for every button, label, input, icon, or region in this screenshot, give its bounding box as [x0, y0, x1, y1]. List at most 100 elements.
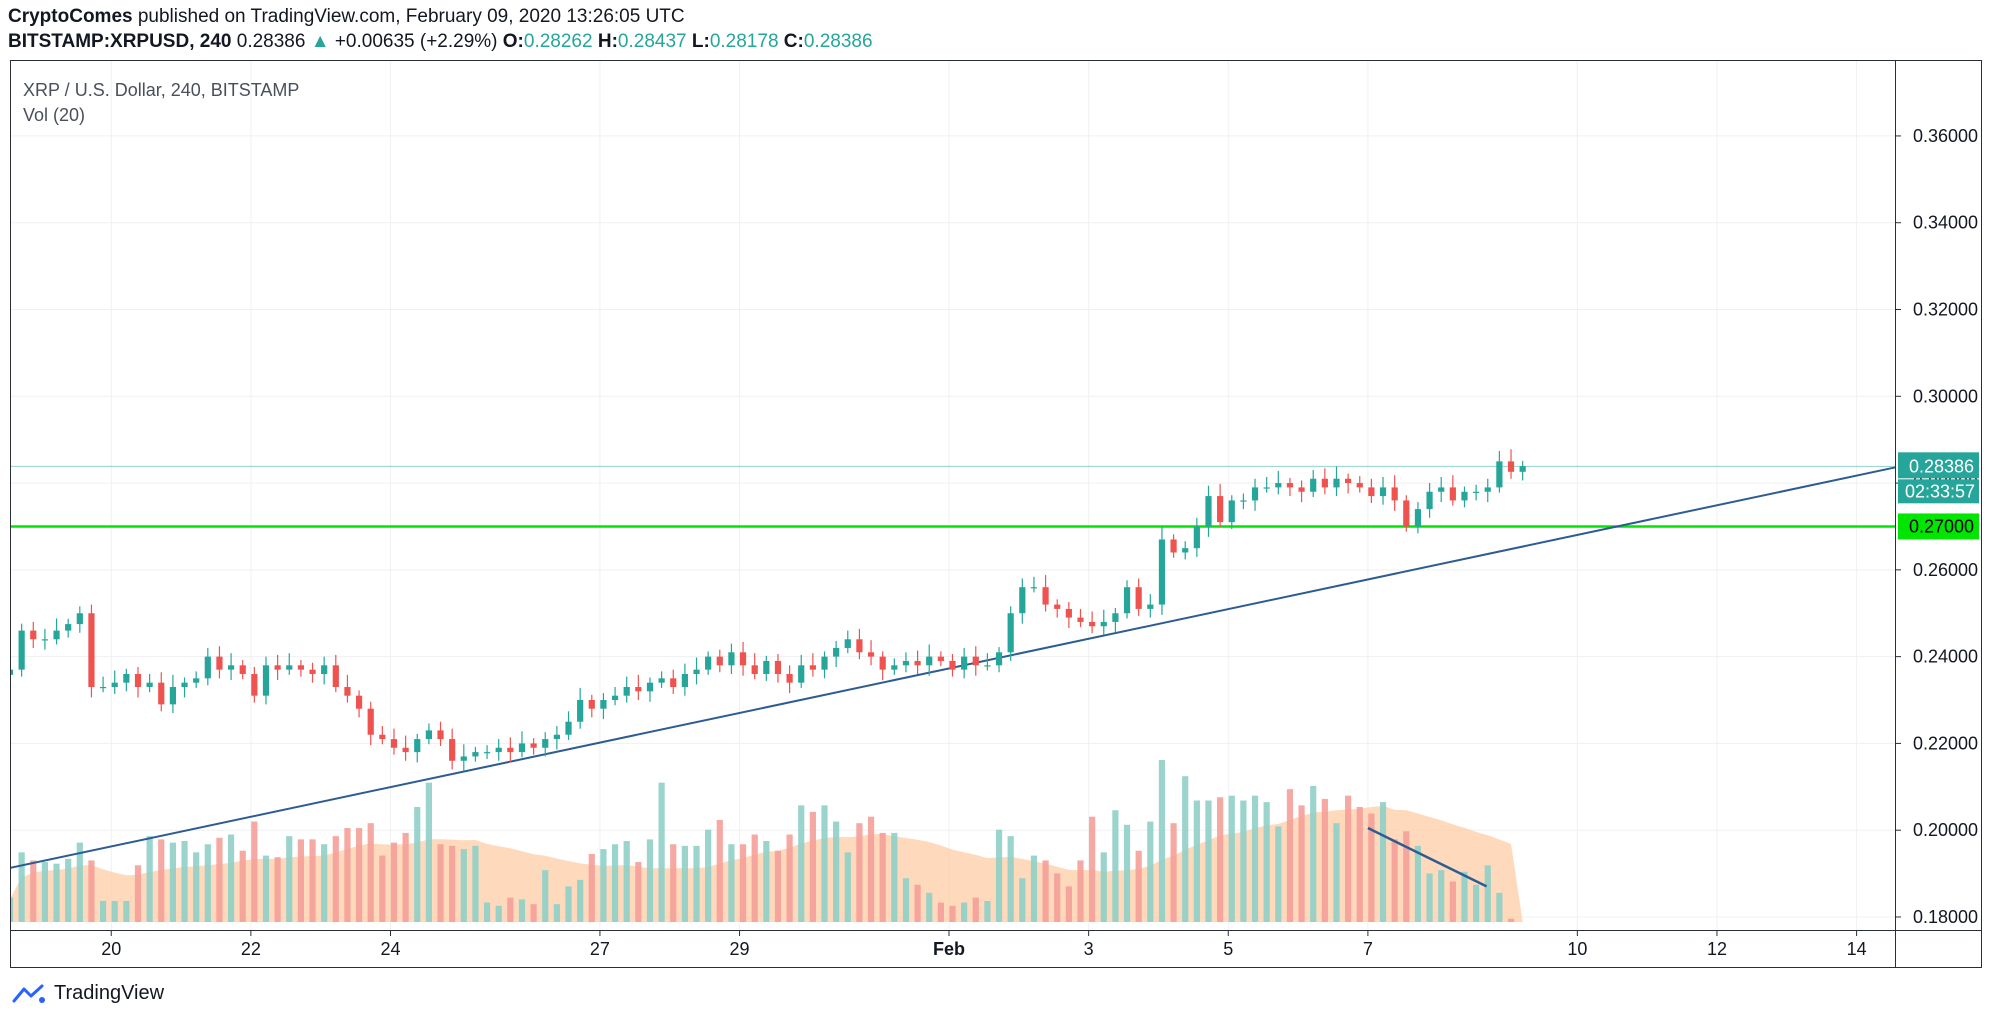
x-tick-label: 22: [241, 939, 261, 959]
x-tick-label: 12: [1707, 939, 1727, 959]
volume-bar: [937, 902, 944, 922]
candle-body: [1298, 487, 1305, 492]
y-tick-label: 0.20000: [1913, 820, 1978, 840]
change-up-icon: ▲: [310, 31, 330, 52]
series-legend[interactable]: XRP / U.S. Dollar, 240, BITSTAMP: [23, 80, 300, 100]
candle-body: [111, 682, 118, 688]
candle-body: [728, 652, 735, 666]
x-tick-label: 3: [1084, 939, 1094, 959]
volume-bar: [856, 823, 863, 922]
x-tick-label: 14: [1847, 939, 1867, 959]
open-value: 0.28262: [523, 31, 593, 52]
volume-bar: [309, 839, 316, 922]
volume-bar: [1147, 821, 1154, 922]
volume-bar: [344, 828, 351, 922]
x-tick-label: 29: [730, 939, 750, 959]
volume-bar: [1275, 826, 1282, 922]
last-price-tag: [1898, 452, 1979, 479]
volume-bar: [821, 805, 828, 922]
volume-bar: [1473, 884, 1480, 922]
candle-body: [879, 656, 886, 670]
candle-body: [76, 613, 83, 625]
candle-body: [1379, 487, 1387, 497]
candle-body: [1112, 613, 1119, 622]
tradingview-brand[interactable]: TradingView: [12, 982, 164, 1005]
candle-body: [1170, 539, 1177, 553]
author-name[interactable]: CryptoComes: [8, 6, 133, 27]
candle-body: [751, 665, 758, 674]
support-tag: [1898, 513, 1979, 540]
candle-body: [1193, 526, 1200, 549]
volume-bar: [449, 845, 456, 922]
candle-body: [1310, 478, 1317, 492]
volume-bar: [1182, 776, 1189, 922]
candle-body: [833, 647, 840, 657]
volume-bar: [239, 850, 246, 922]
y-tick-label: 0.18000: [1913, 907, 1978, 927]
price-chart[interactable]: 0.360000.340000.320000.300000.280000.260…: [10, 60, 1982, 968]
volume-bar: [1054, 873, 1061, 922]
volume-bar: [1379, 802, 1387, 922]
candle-body: [518, 743, 526, 753]
volume-bar: [414, 806, 421, 922]
candle-body: [658, 678, 665, 683]
volume-bar: [961, 902, 968, 922]
countdown-tag: [1898, 479, 1979, 504]
volume-bar: [1112, 810, 1119, 922]
candle-body: [763, 660, 770, 674]
volume-bar: [879, 832, 886, 922]
volume-bar: [1321, 798, 1328, 922]
volume-bar: [1403, 831, 1410, 922]
y-tick-label: 0.30000: [1913, 386, 1978, 406]
candle-body: [1251, 487, 1259, 501]
candle-body: [309, 669, 316, 674]
volume-bar: [949, 905, 956, 922]
candle-body: [1089, 621, 1096, 627]
candle-body: [472, 752, 479, 757]
candle-body: [1356, 483, 1363, 488]
y-tick-label: 0.26000: [1913, 560, 1978, 580]
candle-body: [1286, 483, 1294, 488]
high-value: 0.28437: [617, 31, 687, 52]
volume-bar: [88, 860, 95, 922]
volume-bar: [623, 841, 630, 922]
volume-bar: [530, 904, 537, 922]
volume-bar: [495, 905, 502, 922]
candle-body: [1123, 587, 1131, 614]
volume-bar: [1100, 852, 1107, 922]
volume-bar: [739, 844, 747, 922]
candle-body: [774, 660, 782, 674]
x-tick-label: 5: [1223, 939, 1233, 959]
candle-body: [274, 665, 281, 670]
volume-bar: [332, 836, 339, 922]
volume-bar: [1158, 760, 1166, 922]
last-price: 0.28386: [236, 31, 306, 52]
volume-legend[interactable]: Vol (20): [23, 105, 86, 125]
candle-body: [437, 730, 444, 740]
volume-bar: [542, 870, 549, 922]
volume-bar: [181, 841, 188, 922]
volume-bar: [1193, 800, 1200, 922]
volume-bar: [367, 823, 374, 922]
x-tick-label: Feb: [933, 939, 965, 959]
candle-body: [716, 656, 723, 666]
candle-body: [414, 739, 421, 753]
volume-bar: [1228, 795, 1235, 922]
candle-body: [1135, 587, 1142, 609]
volume-bar: [705, 829, 712, 922]
volume-bar: [65, 858, 72, 922]
candle-body: [1065, 608, 1072, 618]
volume-bar: [728, 844, 735, 922]
candle-body: [169, 687, 177, 705]
volume-bar: [472, 845, 479, 922]
tradingview-brand-label: TradingView: [54, 982, 165, 1004]
volume-bar: [1414, 845, 1422, 922]
volume-bars: [10, 760, 1523, 922]
candle-body: [321, 665, 328, 674]
candle-body: [1333, 478, 1340, 488]
volume-bar: [658, 782, 665, 922]
candle-body: [402, 747, 409, 753]
candle-body: [18, 630, 25, 670]
chart-border: [10, 60, 1982, 968]
candle-body: [1158, 539, 1166, 605]
